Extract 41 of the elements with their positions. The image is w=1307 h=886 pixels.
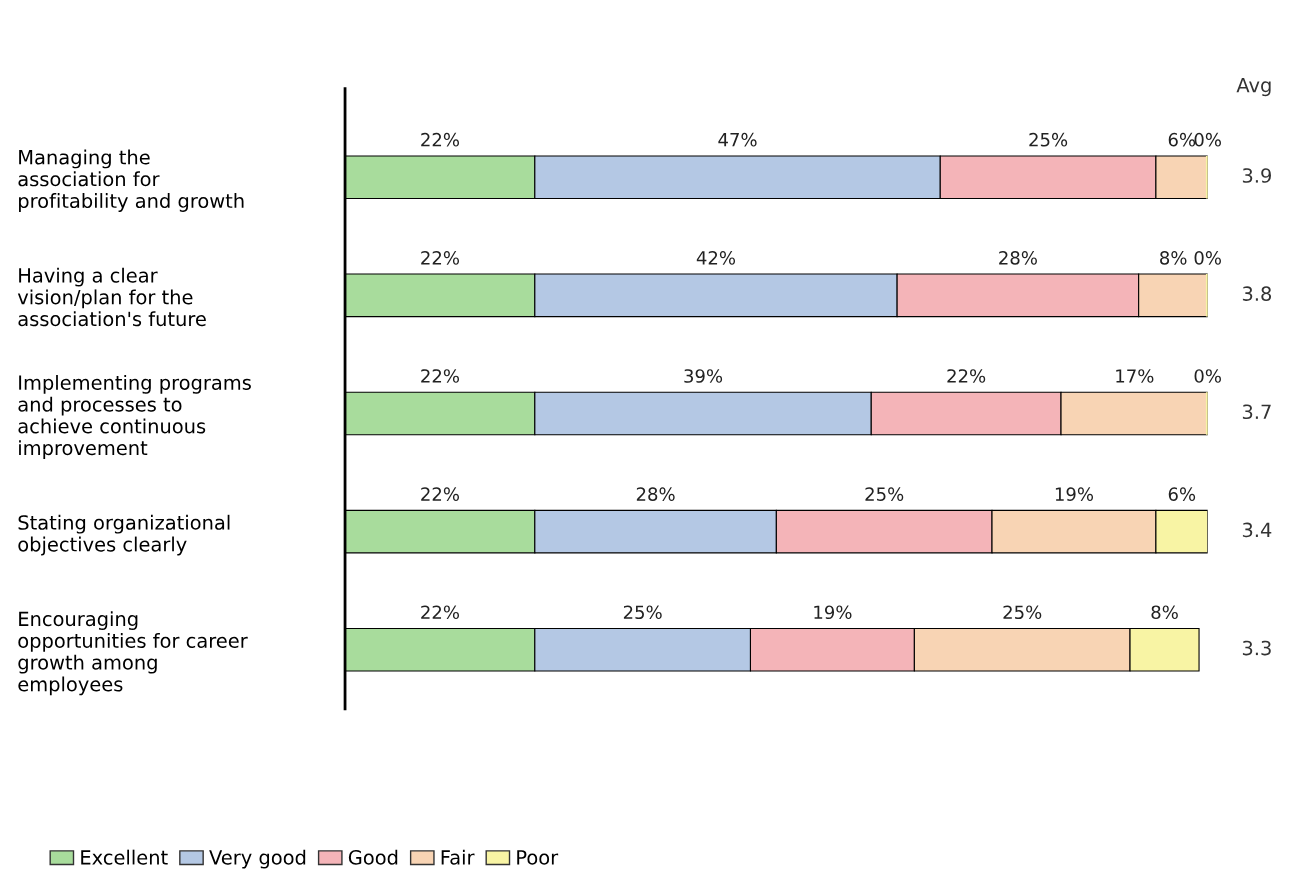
y-tick-label: Stating organizational objectives clearly [18, 514, 230, 556]
data-label: 0% [1194, 369, 1221, 383]
data-label: 22% [947, 369, 986, 383]
data-label: 42% [696, 251, 736, 265]
legend-label: Fair [441, 849, 475, 865]
data-label: 0% [1194, 251, 1221, 265]
data-label: 25% [1003, 605, 1042, 620]
text: 3.8 [1242, 286, 1272, 301]
data-label: 8% [1160, 251, 1187, 265]
data-label: 28% [999, 251, 1037, 265]
legend-label: Poor [517, 850, 559, 865]
text: 3.4 [1242, 522, 1272, 538]
text: 3.9 [1242, 168, 1271, 183]
data-label: 0% [1194, 132, 1221, 147]
data-label: 22% [421, 369, 460, 383]
data-label: 25% [865, 487, 904, 501]
legend-label: Good [348, 849, 398, 865]
data-label: 39% [684, 369, 723, 383]
text: Avg [1236, 77, 1271, 97]
legend-label: Excellent [81, 849, 168, 865]
data-label: 22% [421, 487, 460, 501]
y-tick-label: Implementing programs and processes to achieve continuous improvement [18, 374, 251, 460]
data-label: 28% [636, 487, 675, 501]
y-tick-label: Encouraging opportunities for career growth among employees [18, 611, 248, 696]
y-tick-label: Managing the association for profitability and growth [18, 149, 244, 212]
data-label: 22% [421, 605, 460, 620]
data-label: 22% [421, 132, 460, 147]
data-label: 17% [1116, 369, 1154, 383]
text: 3.7 [1242, 404, 1271, 420]
data-label: 19% [1055, 487, 1094, 501]
data-label: 19% [814, 605, 852, 620]
data-label: 25% [623, 605, 662, 620]
text: 3.3 [1242, 640, 1271, 656]
y-tick-label: Having a clear vision/plan for the association's future [17, 267, 206, 327]
data-label: 47% [718, 132, 757, 147]
data-label: 6% [1168, 132, 1196, 147]
data-label: 8% [1151, 605, 1178, 620]
data-label: 25% [1029, 132, 1068, 147]
data-label: 22% [421, 251, 460, 265]
data-label: 6% [1168, 487, 1196, 501]
legend-label: Very good [209, 849, 306, 869]
